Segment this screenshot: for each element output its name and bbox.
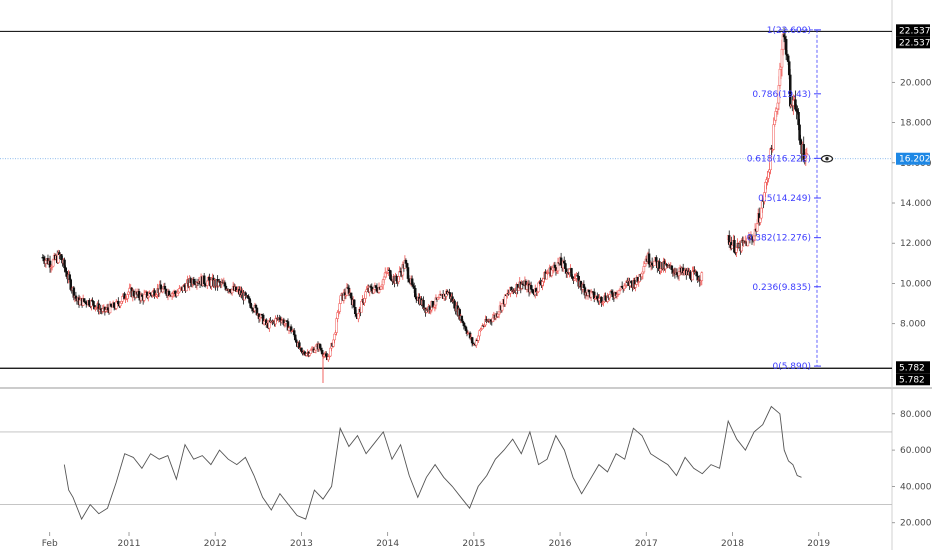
candle-body	[309, 350, 312, 354]
price-axis-label: 10.000	[900, 279, 932, 289]
time-axis-label: 2011	[118, 539, 141, 549]
fib-level-label: 0.618(16.222)	[747, 154, 811, 164]
upper-line-tag-2: 22.537	[899, 38, 931, 48]
candle-body	[78, 299, 82, 305]
price-axis-label: 8.000	[900, 320, 926, 330]
time-axis-label: 2019	[807, 539, 830, 549]
eye-pupil	[825, 157, 829, 161]
upper-line-tag-bg	[896, 24, 930, 37]
candle-body	[700, 272, 704, 281]
rsi-axis-label: 60.0000	[900, 446, 932, 456]
candle-body	[338, 303, 341, 312]
time-axis-label: 2015	[462, 539, 485, 549]
price-candles	[41, 27, 809, 383]
time-axis-label: 2013	[290, 539, 313, 549]
rsi-indicator	[0, 405, 892, 521]
candle-body	[655, 257, 658, 262]
lower-line-tag-2: 5.782	[899, 375, 925, 385]
fibonacci-retracement[interactable]: 1(22.609) 0.786(19.43) 0.618(16.222) 0.5(14…	[747, 26, 821, 372]
candle-body	[772, 124, 775, 150]
candle-body	[364, 291, 367, 299]
candle-body	[642, 266, 646, 273]
eye-icon[interactable]	[820, 154, 834, 163]
candle-body	[314, 345, 318, 351]
candle-body	[92, 301, 95, 306]
upper-line-tag-2-bg	[896, 36, 930, 49]
time-axis-label: 2016	[549, 539, 572, 549]
price-axis-label: 12.000	[900, 239, 932, 249]
rsi-axis-label: 40.0000	[900, 482, 932, 492]
fib-level-label: 0.382(12.276)	[747, 234, 811, 244]
time-axis-label: 2018	[721, 539, 744, 549]
fib-level-label: 1(22.609)	[767, 26, 811, 36]
lower-line-tag-2-bg	[896, 373, 930, 386]
time-axis-label: 2014	[376, 539, 399, 549]
time-axis-label: Feb	[42, 539, 58, 549]
time-axis-label: 2012	[204, 539, 227, 549]
candle-body	[670, 265, 674, 270]
price-axis-label: 14.000	[900, 199, 932, 209]
last-price-tag-bg	[896, 152, 930, 165]
rsi-axis-label: 20.0000	[900, 519, 932, 529]
fib-level-label: 0.5(14.249)	[758, 194, 811, 204]
lower-line-tag: 5.782	[899, 363, 925, 373]
fib-level-label: 0.786(19.43)	[752, 90, 811, 100]
rsi-pane[interactable]	[0, 405, 892, 521]
candle-body	[733, 240, 736, 253]
last-price-tag: 16.202	[899, 155, 931, 165]
candle-body	[422, 300, 425, 309]
fib-level-label: 0(5.890)	[772, 362, 811, 372]
rsi-line	[63, 405, 802, 521]
candle-body	[82, 298, 86, 302]
candle-body	[333, 333, 336, 341]
price-axis-label: 20.000	[900, 78, 932, 88]
candle-body	[142, 293, 146, 301]
reference-lines	[0, 30, 892, 369]
candle-body	[805, 153, 809, 155]
price-axis[interactable]: 8.00010.00012.00014.00016.00018.00020.00…	[892, 24, 932, 386]
candle-body	[352, 299, 356, 308]
candle-body	[300, 347, 303, 352]
candle-body	[119, 302, 122, 307]
fib-level-label: 0.236(9.835)	[752, 283, 811, 293]
lower-line-tag-bg	[896, 361, 930, 374]
rsi-axis[interactable]: 20.0000 40.0000 60.0000 80.0000	[892, 410, 932, 529]
rsi-axis-label: 80.0000	[900, 410, 932, 420]
price-axis-label: 18.000	[900, 119, 932, 129]
time-axis[interactable]: Feb 2011 2012 2013 2014 2015 2016 2017 2018 2019	[42, 532, 831, 549]
time-axis-label: 2017	[635, 539, 658, 549]
upper-line-tag: 22.537	[899, 26, 931, 36]
